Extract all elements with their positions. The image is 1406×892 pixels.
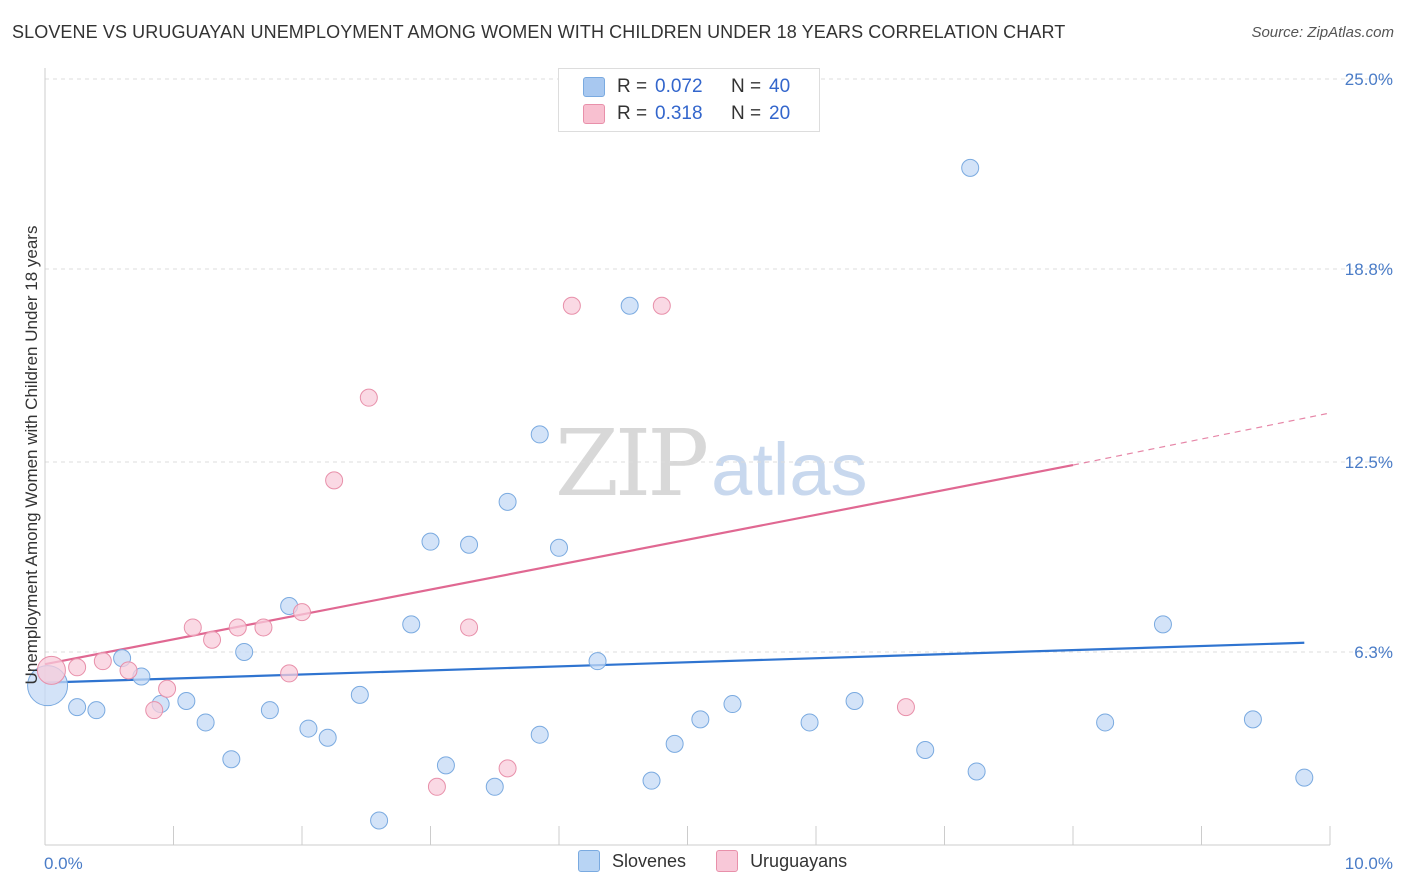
- data-point-uruguayans: [427, 777, 446, 796]
- y-axis-label: Unemployment Among Women with Children U…: [22, 226, 41, 685]
- data-point-slovenes: [1295, 768, 1314, 787]
- data-point-uruguayans: [183, 618, 202, 637]
- correlation-legend: R = 0.072 N = 40 R = 0.318 N = 20: [558, 68, 820, 132]
- x-tick-label: 0.0%: [44, 854, 83, 873]
- data-point-uruguayans: [93, 652, 112, 671]
- trend-line-uruguayans: [44, 463, 1074, 666]
- data-point-slovenes: [350, 685, 369, 704]
- data-point-uruguayans: [293, 603, 311, 622]
- data-point-slovenes: [370, 811, 389, 830]
- data-point-slovenes: [665, 734, 684, 753]
- data-point-slovenes: [800, 713, 819, 732]
- data-point-slovenes: [588, 652, 607, 671]
- data-point-uruguayans: [498, 759, 517, 778]
- data-point-uruguayans: [460, 618, 479, 637]
- data-point-uruguayans: [203, 630, 222, 649]
- data-point-slovenes: [723, 695, 742, 714]
- data-point-slovenes: [620, 296, 639, 315]
- data-point-slovenes: [87, 701, 106, 720]
- data-point-uruguayans: [228, 618, 247, 637]
- data-point-slovenes: [68, 698, 87, 717]
- data-point-slovenes: [421, 532, 440, 551]
- legend-n-label: N =: [731, 103, 762, 124]
- grid-lines: [45, 78, 1392, 653]
- source-label: Source: ZipAtlas.com: [1251, 24, 1394, 41]
- data-point-slovenes: [436, 756, 455, 775]
- series-legend-slovenes[interactable]: Slovenes: [578, 850, 686, 872]
- trend-line-extension-uruguayans: [1072, 412, 1331, 466]
- data-point-slovenes: [498, 492, 517, 511]
- legend-n-value: 40: [769, 76, 791, 97]
- data-point-slovenes: [260, 701, 279, 720]
- data-point-slovenes: [530, 725, 549, 744]
- legend-row-slovenes: R = 0.072 N = 40: [583, 74, 790, 100]
- data-point-slovenes: [530, 425, 549, 444]
- data-point-uruguayans: [254, 618, 273, 637]
- watermark: ZIPatlas: [555, 410, 867, 517]
- x-tick-labels: 0.0% 10.0%: [44, 854, 1393, 873]
- data-point-slovenes: [235, 642, 254, 661]
- data-point-slovenes: [177, 691, 196, 710]
- data-point-slovenes: [961, 158, 980, 177]
- y-tick-label: 6.3%: [1354, 643, 1393, 662]
- data-point-slovenes: [1243, 710, 1262, 729]
- watermark-atlas: atlas: [711, 428, 868, 511]
- trend-line-slovenes: [44, 641, 1305, 684]
- data-point-uruguayans: [325, 471, 344, 490]
- series-legend-uruguayans[interactable]: Uruguayans: [716, 850, 847, 872]
- data-point-slovenes: [550, 538, 568, 557]
- y-tick-label: 25.0%: [1345, 70, 1393, 89]
- data-point-uruguayans: [652, 296, 671, 315]
- series-swatch-uruguayans: [716, 850, 739, 872]
- y-tick-labels: 6.3% 12.5% 18.8% 25.0%: [1345, 70, 1393, 662]
- legend-r-value: 0.318: [655, 103, 703, 124]
- data-point-uruguayans: [359, 388, 378, 407]
- legend-n-value: 20: [769, 103, 791, 124]
- legend-swatch-slovenes: [583, 77, 605, 97]
- watermark-zip: ZIP: [555, 410, 709, 517]
- data-point-uruguayans: [36, 655, 66, 685]
- data-point-uruguayans: [68, 658, 87, 677]
- x-tick-label: 10.0%: [1345, 854, 1393, 873]
- data-point-slovenes: [222, 750, 241, 769]
- data-point-uruguayans: [280, 664, 299, 683]
- series-label-slovenes: Slovenes: [612, 850, 687, 871]
- series-swatch-slovenes: [578, 850, 600, 872]
- data-point-uruguayans: [896, 698, 915, 717]
- data-point-slovenes: [642, 771, 661, 790]
- legend-r-label: R =: [617, 103, 648, 124]
- data-point-uruguayans: [562, 296, 581, 315]
- trend-lines: [44, 412, 1331, 684]
- y-tick-label: 18.8%: [1345, 260, 1393, 279]
- data-point-uruguayans: [158, 679, 177, 698]
- legend-row-uruguayans: R = 0.318 N = 20: [583, 101, 790, 127]
- data-point-slovenes: [318, 728, 337, 747]
- axes: [44, 68, 1331, 846]
- data-point-slovenes: [1153, 615, 1172, 634]
- legend-r-label: R =: [617, 76, 648, 97]
- data-point-slovenes: [402, 615, 421, 634]
- legend-swatch-uruguayans: [583, 104, 605, 124]
- series-label-uruguayans: Uruguayans: [750, 850, 848, 871]
- data-point-slovenes: [299, 719, 318, 738]
- data-point-uruguayans: [119, 661, 138, 680]
- data-point-slovenes: [967, 762, 986, 781]
- data-point-slovenes: [196, 713, 215, 732]
- data-point-uruguayans: [145, 701, 164, 720]
- legend-n-label: N =: [731, 76, 762, 97]
- data-point-slovenes: [916, 741, 935, 760]
- data-point-slovenes: [845, 691, 864, 710]
- data-point-slovenes: [460, 535, 479, 554]
- data-point-slovenes: [1096, 713, 1115, 732]
- data-point-slovenes: [691, 710, 710, 729]
- series-legend: Slovenes Uruguayans: [578, 850, 877, 872]
- data-points: [27, 158, 1314, 830]
- y-tick-label: 12.5%: [1345, 453, 1393, 472]
- data-point-slovenes: [485, 777, 504, 796]
- legend-r-value: 0.072: [655, 76, 703, 97]
- chart-title: SLOVENE VS URUGUAYAN UNEMPLOYMENT AMONG …: [12, 22, 1066, 42]
